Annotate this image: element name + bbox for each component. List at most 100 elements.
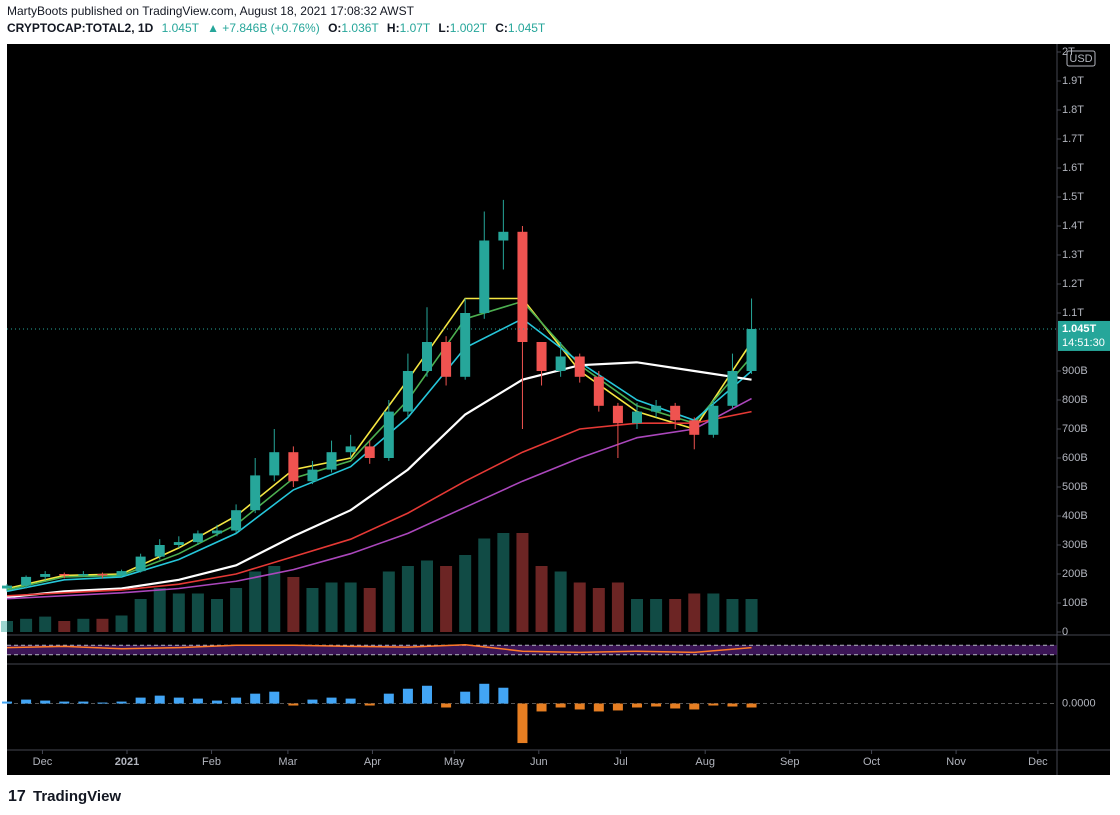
x-tick-label: Jul [614,756,628,768]
volume-bar [421,560,433,632]
candle-body [2,585,12,589]
last-price-label: 1.045T [1062,323,1097,335]
hist-bar [632,703,642,708]
hist-bar [612,703,623,711]
hist-bar [154,695,165,704]
volume-bar [554,571,567,632]
ohlc-value: 1.07T [400,21,431,35]
hist-bar [307,699,318,704]
volume-bar [478,538,491,632]
hist-bar [97,702,108,704]
volume-bar [325,582,338,632]
candle-body [269,452,280,476]
volume-bar [306,588,319,632]
volume-bar [573,582,586,632]
candle-body [154,545,165,557]
volume-bar [58,621,71,632]
candle-body [212,530,222,534]
ohlc-label: C: [495,21,508,35]
volume-bar [153,588,166,632]
x-tick-label: Dec [1028,756,1048,768]
volume-bar [516,533,529,632]
x-tick-label: Apr [364,756,381,768]
candle-body [689,420,700,435]
y-tick-label: 300B [1062,539,1088,551]
candle-body [383,411,394,458]
candle-body [97,574,108,576]
candle-body [116,571,127,576]
y-tick-label: 1.7T [1062,133,1084,145]
candle-body [78,574,89,576]
footer-logo: 17 TradingView [8,788,121,805]
candle-body [307,469,318,482]
moving-average [6,317,753,593]
rsi-line [6,643,752,654]
x-tick-label: Aug [695,756,715,768]
volume-bar [688,593,701,632]
candle-body [192,533,203,543]
volume-bar [211,599,223,632]
volume-bar [1,621,13,632]
hist-bar [231,697,242,704]
hist-bar [269,691,280,704]
volume-bar [96,618,109,632]
y-tick-label: 200B [1062,568,1088,580]
moving-average [6,361,752,599]
y-tick-label: 800B [1062,394,1088,406]
volume-bar [440,566,453,632]
x-tick-label: Jun [530,756,548,768]
candle-body [498,231,509,241]
moving-average [6,397,752,600]
countdown: 14:51:30 [1062,337,1105,349]
hist-bar [441,703,452,708]
volume-bar [631,599,643,632]
y-tick-label: 100B [1062,597,1088,609]
volume-bar [497,533,510,632]
hist-bar [708,703,719,706]
change: ▲ +7.846B (+0.76%) [207,21,320,35]
y-tick-label: 600B [1062,452,1088,464]
candle-body [173,542,184,545]
y-tick-label: 1.2T [1062,278,1084,290]
volume-bar [249,571,262,632]
candle-body [441,342,452,377]
volume-bar [172,593,185,632]
logo-mark: 17 [8,788,26,805]
y-tick-label: 1.4T [1062,220,1084,232]
candle-body [231,510,242,531]
y-tick-label: 1.9T [1062,75,1084,87]
hist-bar [402,688,413,704]
candle-body [479,240,490,313]
symbol-line: CRYPTOCAP:TOTAL2, 1D 1.045T ▲ +7.846B (+… [7,21,546,35]
y-tick-label: 400B [1062,510,1088,522]
y-tick-label: 500B [1062,481,1088,493]
volume-bar [611,582,624,632]
hist-bar [498,687,509,704]
hist-bar [460,691,471,704]
volume-bar [401,566,414,632]
volume-bar [268,566,281,632]
candle-body [40,574,51,577]
candle-body [288,452,299,482]
x-tick-label: Sep [780,756,800,768]
hist-bar [78,701,89,704]
candle-body [460,313,471,377]
volume-bar [592,588,605,632]
volume-bar [287,577,300,632]
x-tick-label: Oct [863,756,880,768]
hist-bar [536,703,547,712]
hist-bar [135,697,146,704]
rsi-band [7,645,1057,655]
y-tick-label: 0 [1062,626,1068,638]
currency-box[interactable] [1066,50,1096,67]
candle-body [632,411,642,424]
ohlc-value: 1.002T [450,21,488,35]
hist-bar [116,701,127,704]
candle-body [326,452,337,470]
ohlc-label: H: [387,21,400,35]
x-tick-label: Feb [202,756,221,768]
volume-bar [650,599,663,632]
volume-bar [669,599,682,632]
hist-bar [479,683,490,704]
hist-bar [364,703,375,706]
